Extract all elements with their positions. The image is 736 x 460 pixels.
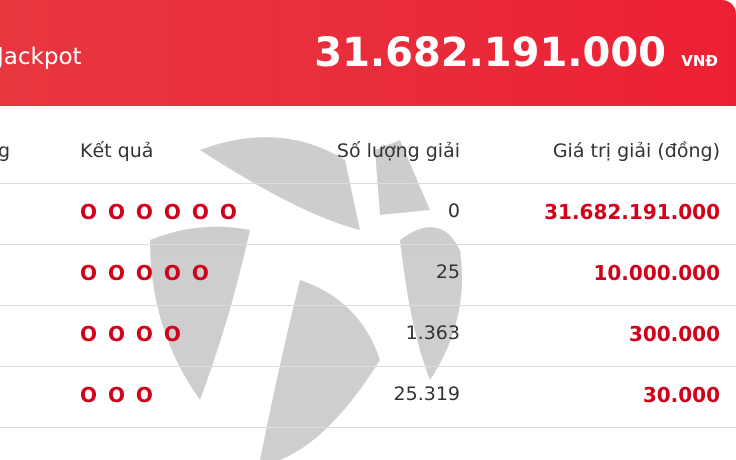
winner-count: 0 [447,200,460,222]
winner-count: 25.319 [393,383,460,405]
prize-value: 300.000 [628,322,720,346]
column-header: g [0,140,11,162]
row-separator [0,366,736,367]
jackpot-amount: 31.682.191.000 [314,30,666,76]
prize-value: 10.000.000 [593,261,720,285]
winner-count: 25 [435,261,460,283]
row-separator [0,427,736,428]
row-separator [0,183,736,184]
result: O O O O [80,322,183,346]
row-separator [0,305,736,306]
prize-value: 31.682.191.000 [544,200,720,224]
winner-count: 1.363 [405,322,460,344]
column-header: Giá trị giải (đồng) [552,140,720,162]
column-header: Kết quả [80,140,154,162]
result: O O O O O O [80,200,239,224]
currency: VNĐ [681,52,718,70]
result: O O O [80,383,155,407]
result: O O O O O [80,261,211,285]
column-header: Số lượng giải [336,140,460,162]
row-separator [0,244,736,245]
prize-value: 30.000 [642,383,720,407]
banner-title: Jackpot [0,44,82,70]
jackpot-banner [0,0,736,106]
